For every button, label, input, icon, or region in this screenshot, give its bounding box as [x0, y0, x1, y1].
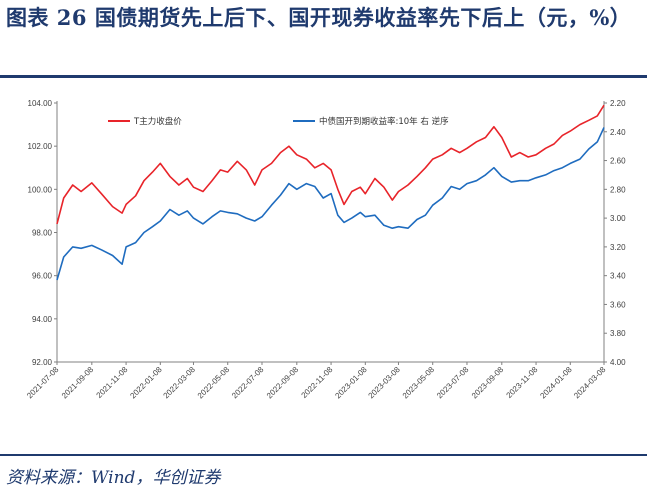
x-tick-label: 2021-09-08	[60, 365, 96, 401]
right-tick-label: 3.20	[610, 243, 626, 252]
x-axis-ticks: 2021-07-08 2021-09-08 2021-11-082022-01-08…	[25, 362, 608, 400]
x-tick-label: 2023-01-08	[333, 365, 369, 401]
x-tick-label: 2022-09-08	[265, 365, 301, 401]
chart-legend: T主力收盘价 中债国开到期收益率:10年 右 逆序	[108, 116, 449, 127]
right-tick-label: 2.80	[610, 185, 626, 194]
right-tick-label: 2.60	[610, 157, 626, 166]
x-tick-label: 2022-07-08	[230, 365, 266, 401]
right-tick-label: 2.40	[610, 128, 626, 137]
figure-source: 资料来源：Wind，华创证券	[6, 468, 221, 488]
left-tick-label: 96.00	[32, 272, 53, 281]
left-tick-label: 102.00	[28, 142, 53, 151]
x-tick-label: 2022-11-08	[300, 365, 335, 400]
footer-divider	[0, 454, 647, 456]
right-tick-label: 3.60	[610, 300, 626, 309]
right-y-axis-ticks: 2.20 2.40 2.60 2.80 3.00 3.20 3.40 3.60 3.80 4.00	[604, 99, 626, 367]
right-tick-label: 4.00	[610, 358, 626, 367]
left-tick-label: 98.00	[32, 229, 53, 238]
legend-label: T主力收盘价	[133, 116, 182, 127]
x-tick-label: 2023-11-08	[505, 365, 540, 400]
x-tick-label: 2024-03-08	[572, 365, 608, 401]
left-tick-label: 92.00	[32, 358, 53, 367]
x-tick-label: 2022-03-08	[162, 365, 198, 401]
yield-series-line	[56, 127, 605, 281]
x-tick-label: 2023-09-08	[470, 365, 506, 401]
title-divider	[0, 75, 647, 78]
right-tick-label: 2.20	[610, 99, 626, 108]
x-tick-label: 2023-03-08	[367, 365, 403, 401]
left-y-axis-ticks: 92.00 94.00 96.00 98.00 100.00 102.00 104.00	[28, 99, 57, 367]
figure-title: 图表 26 国债期货先上后下、国开现券收益率先下后上（元，%）	[6, 5, 632, 30]
chart-axes	[56, 101, 605, 363]
futures-series-line	[56, 104, 605, 225]
x-tick-label: 2023-07-08	[435, 365, 471, 401]
x-tick-label: 2021-07-08	[25, 365, 61, 401]
chart-series	[56, 104, 605, 281]
right-tick-label: 3.40	[610, 272, 626, 281]
left-tick-label: 100.00	[28, 185, 53, 194]
legend-label: 中债国开到期收益率:10年 右 逆序	[319, 116, 449, 127]
x-tick-label: 2021-11-08	[95, 365, 130, 400]
right-tick-label: 3.00	[610, 214, 626, 223]
x-tick-label: 2024-01-08	[538, 365, 574, 401]
right-tick-label: 3.80	[610, 329, 626, 338]
x-tick-label: 2022-05-08	[196, 365, 232, 401]
x-tick-label: 2023-05-08	[401, 365, 437, 401]
line-chart: 92.00 94.00 96.00 98.00 100.00 102.00 104.00 2…	[25, 99, 626, 400]
left-tick-label: 104.00	[28, 99, 53, 108]
x-tick-label: 2022-01-08	[128, 365, 164, 401]
left-tick-label: 94.00	[32, 315, 53, 324]
